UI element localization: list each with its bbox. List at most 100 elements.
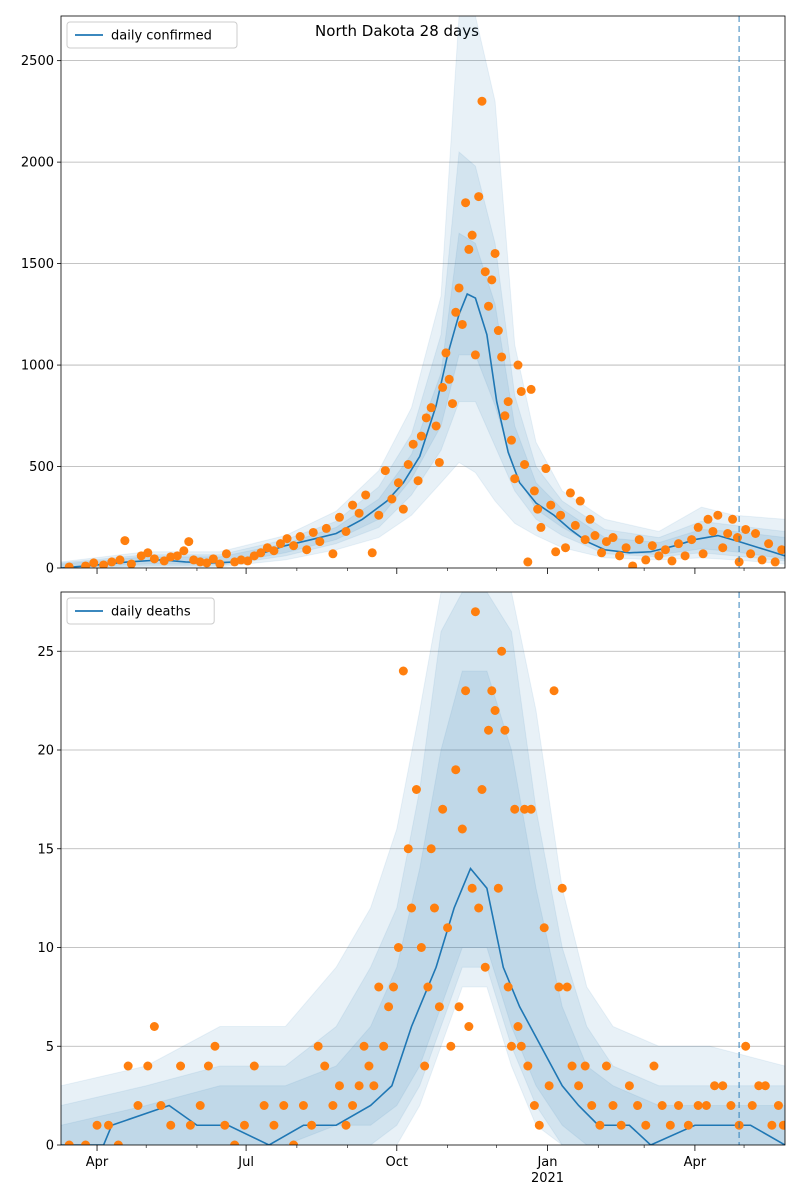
data-point	[243, 556, 253, 566]
data-point	[289, 541, 299, 551]
data-point	[269, 546, 279, 556]
data-point	[369, 1081, 379, 1091]
data-point	[159, 556, 169, 566]
data-point	[565, 488, 575, 498]
data-point	[510, 804, 520, 814]
data-point	[107, 557, 117, 567]
data-point	[307, 1120, 317, 1130]
data-point	[202, 558, 212, 568]
data-point	[556, 510, 566, 520]
figure-title: North Dakota 28 days	[315, 22, 479, 40]
data-point	[477, 96, 487, 106]
data-point	[467, 230, 477, 240]
data-point	[403, 844, 413, 854]
data-point	[416, 943, 426, 952]
data-point	[328, 1101, 338, 1110]
data-point	[585, 514, 595, 524]
data-point	[464, 244, 474, 254]
data-point	[470, 607, 480, 617]
legend-box	[66, 597, 215, 625]
data-point	[728, 514, 738, 524]
data-point	[665, 1120, 675, 1130]
data-point	[457, 824, 467, 834]
data-point	[770, 557, 780, 567]
data-point	[751, 529, 761, 538]
plot-area	[61, 592, 785, 1145]
data-point	[444, 374, 454, 384]
data-point	[641, 555, 651, 565]
x-tick-label: Jan	[536, 1155, 557, 1170]
data-point	[526, 804, 536, 814]
data-point	[230, 1140, 240, 1145]
data-point	[120, 536, 130, 546]
y-tick-label: 1000	[21, 359, 54, 374]
uncertainty-band	[61, 150, 785, 568]
data-point	[275, 539, 285, 549]
x-tick-label: Apr	[86, 1155, 109, 1170]
data-point	[184, 537, 194, 547]
data-point	[764, 539, 774, 549]
data-point	[81, 561, 91, 568]
data-point	[195, 1101, 205, 1110]
data-point	[741, 524, 751, 534]
data-point	[185, 1120, 195, 1130]
data-point	[239, 1120, 249, 1130]
data-point	[503, 982, 513, 992]
y-tick-label: 0	[46, 1139, 54, 1154]
data-point	[434, 1002, 444, 1012]
data-point	[172, 551, 182, 561]
data-point	[348, 1101, 358, 1110]
data-point	[321, 523, 331, 533]
data-point	[710, 1081, 720, 1091]
data-point	[334, 512, 344, 522]
data-point	[179, 546, 189, 556]
data-point	[438, 804, 448, 814]
data-point	[549, 686, 559, 696]
legend: daily deaths	[66, 597, 215, 625]
data-point	[641, 1120, 651, 1130]
data-point	[302, 545, 312, 555]
data-point	[380, 466, 390, 476]
data-point	[454, 283, 464, 293]
data-point	[510, 474, 520, 484]
daily-confirmed-panel: 0 500 1000 1500 2000 2500 daily confirmed	[21, 15, 786, 577]
data-point	[520, 804, 530, 814]
data-point	[474, 192, 484, 202]
data-point	[529, 486, 539, 496]
data-point	[269, 1120, 279, 1130]
data-point	[454, 1002, 464, 1012]
data-point	[634, 535, 644, 545]
data-point	[149, 1022, 159, 1031]
data-point	[718, 543, 728, 553]
data-point	[457, 319, 467, 329]
data-point	[354, 1081, 364, 1091]
data-point	[683, 1120, 693, 1130]
data-point	[513, 360, 523, 370]
data-point	[315, 537, 325, 547]
data-point	[408, 439, 418, 449]
data-point	[354, 508, 364, 518]
data-point	[411, 785, 421, 794]
plot-frame	[60, 591, 786, 1146]
uncertainty-band	[61, 592, 785, 1145]
data-point	[434, 457, 444, 467]
data-point	[667, 556, 677, 566]
data-point	[64, 1140, 74, 1145]
legend: daily confirmed	[66, 21, 238, 49]
y-tick-label: 20	[37, 744, 54, 759]
data-point	[220, 1120, 230, 1130]
y-tick-label: 15	[37, 842, 54, 857]
data-point	[443, 923, 453, 933]
data-point	[647, 541, 657, 551]
data-point	[777, 545, 785, 555]
data-point	[493, 326, 503, 336]
data-point	[477, 785, 487, 794]
data-point	[451, 765, 461, 775]
data-point	[523, 557, 533, 567]
x-tick-year-label: 2021	[531, 1171, 564, 1186]
data-point	[149, 554, 159, 564]
data-point	[438, 382, 448, 392]
data-point	[654, 551, 664, 561]
data-point	[516, 1041, 526, 1051]
